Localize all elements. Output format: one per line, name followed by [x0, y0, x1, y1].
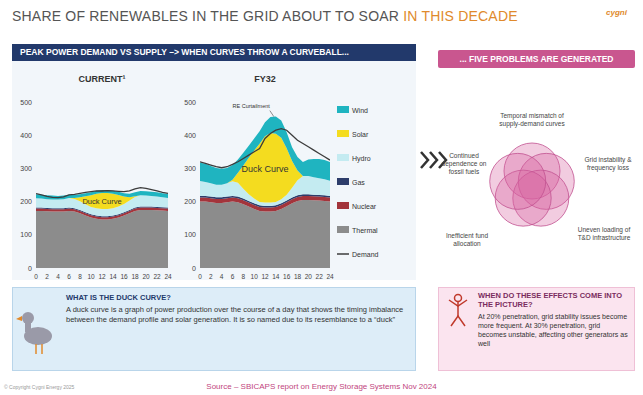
logo: cygni	[606, 8, 627, 17]
annotation-pointer	[270, 111, 274, 117]
x-tick-label: 4	[220, 273, 224, 280]
x-tick-label: 12	[98, 273, 106, 280]
y-tick-label: 100	[184, 231, 196, 238]
duck-leg	[41, 344, 43, 354]
legend-label: Gas	[352, 179, 365, 186]
left-heading: PEAK POWER DEMAND VS SUPPLY –> WHEN CURV…	[12, 44, 416, 61]
problem-label: Temporal mismatch of supply-demand curve…	[490, 112, 574, 128]
x-tick-label: 4	[56, 273, 60, 280]
chart-title: CURRENT¹	[79, 74, 126, 84]
x-tick-label: 18	[131, 273, 139, 280]
duck-beak	[16, 316, 22, 321]
x-tick-label: 10	[87, 273, 95, 280]
plot	[200, 117, 330, 268]
copyright: © Copyright Cygni Energy 2025	[4, 384, 74, 390]
y-tick-label: 500	[20, 99, 32, 106]
area	[200, 117, 330, 185]
duck-question: WHAT IS THE DUCK CURVE?	[66, 293, 406, 302]
problem-label: Continued dependence on fossil fuels	[436, 152, 492, 176]
figure-arms	[449, 300, 467, 306]
x-tick-label: 22	[316, 273, 324, 280]
y-tick-label: 400	[20, 132, 32, 139]
figure-icon	[449, 295, 467, 327]
x-tick-label: 8	[78, 273, 82, 280]
y-tick-label: 300	[20, 165, 32, 172]
x-tick-label: 16	[120, 273, 128, 280]
y-tick-label: 0	[192, 265, 196, 272]
x-tick-label: 2	[45, 273, 49, 280]
right-heading: ... FIVE PROBLEMS ARE GENERATED	[438, 50, 635, 68]
duck-icon	[16, 312, 52, 354]
x-tick-label: 8	[242, 273, 246, 280]
effects-text: At 20% penetration, grid stability issue…	[478, 312, 630, 348]
legend-swatch	[337, 202, 349, 209]
source: Source – SBICAPS report on Energy Storag…	[150, 382, 493, 391]
chart-title: FY32	[254, 74, 276, 84]
x-tick-label: 18	[294, 273, 302, 280]
problem-label: Uneven loading of T&D infrastructure	[576, 226, 632, 242]
x-tick-label: 0	[34, 273, 38, 280]
arrow	[421, 152, 428, 168]
x-tick-label: 24	[326, 273, 334, 280]
y-tick-label: 500	[184, 99, 196, 106]
x-tick-label: 14	[109, 273, 117, 280]
title: SHARE OF RENEWABLES IN THE GRID ABOUT TO…	[12, 8, 612, 24]
duck-leg	[35, 344, 37, 354]
line	[200, 129, 330, 168]
y-tick-label: 300	[184, 165, 196, 172]
legend-label: Demand	[352, 251, 379, 258]
x-tick-label: 16	[283, 273, 291, 280]
x-tick-label: 14	[272, 273, 280, 280]
y-tick-label: 200	[20, 198, 32, 205]
y-tick-label: 0	[28, 265, 32, 272]
legend-label: Wind	[352, 107, 368, 114]
x-tick-label: 6	[67, 273, 71, 280]
x-tick-label: 20	[305, 273, 313, 280]
x-tick-label: 6	[231, 273, 235, 280]
legend-swatch	[337, 106, 349, 113]
figure-legs	[451, 316, 465, 326]
venn-circle	[490, 153, 546, 209]
title-main: SHARE OF RENEWABLES IN THE GRID ABOUT TO…	[12, 8, 403, 24]
curtailment-label: RE Curtailment	[233, 103, 271, 109]
legend-swatch	[337, 253, 349, 255]
x-tick-label: 2	[209, 273, 213, 280]
figure-body	[457, 302, 459, 316]
legend-swatch	[337, 178, 349, 185]
legend-swatch	[337, 154, 349, 161]
duck-label: Duck Curve	[82, 197, 121, 206]
duck-label: Duck Curve	[241, 164, 288, 174]
x-tick-label: 12	[261, 273, 269, 280]
x-tick-label: 22	[153, 273, 161, 280]
problem-label: Inefficient fund allocation	[438, 232, 496, 248]
effects-question: WHEN DO THESE EFFECTS COME INTO THE PICT…	[478, 291, 630, 309]
legend-label: Solar	[352, 131, 369, 138]
arrow	[430, 152, 437, 168]
duck-neck	[25, 320, 31, 332]
x-tick-label: 0	[198, 273, 202, 280]
duck-text: A duck curve is a graph of power product…	[66, 305, 406, 324]
title-highlight: IN THIS DECADE	[403, 8, 518, 24]
legend-label: Nuclear	[352, 203, 377, 210]
y-tick-label: 200	[184, 198, 196, 205]
legend-swatch	[337, 130, 349, 137]
figure-head	[455, 295, 462, 302]
x-tick-label: 20	[142, 273, 150, 280]
plot	[36, 188, 168, 268]
x-tick-label: 24	[164, 273, 172, 280]
x-tick-label: 10	[251, 273, 259, 280]
legend-swatch	[337, 226, 349, 233]
legend-label: Hydro	[352, 155, 371, 163]
y-tick-label: 100	[20, 231, 32, 238]
problem-label: Grid instability & frequency loss	[582, 156, 634, 172]
legend-label: Thermal	[352, 227, 378, 234]
y-tick-label: 400	[184, 132, 196, 139]
